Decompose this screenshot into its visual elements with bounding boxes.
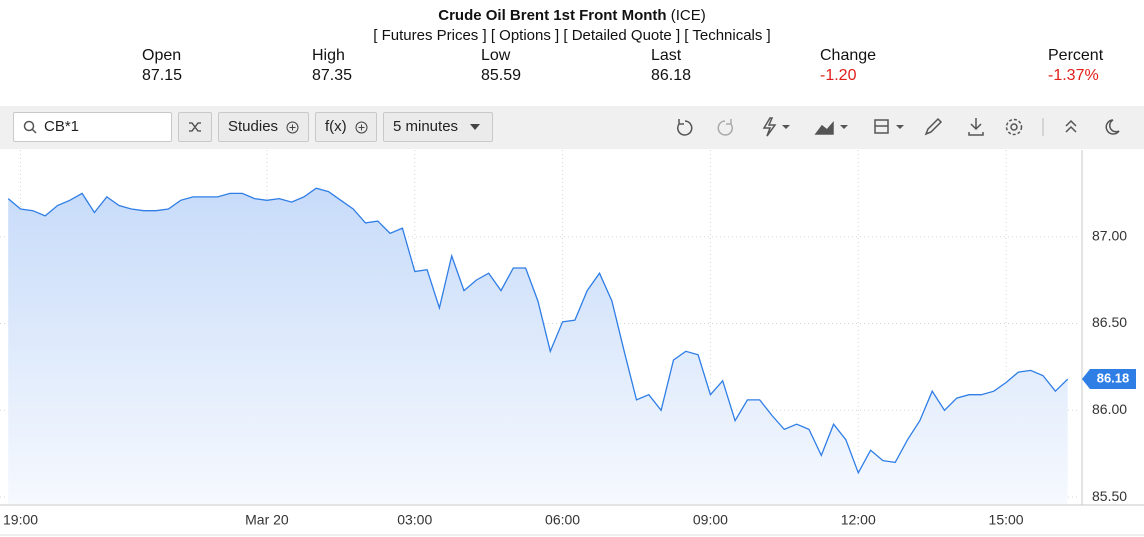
studies-button[interactable]: Studies [218,112,309,142]
y-tick-label: 86.50 [1092,314,1127,330]
y-tick-label: 85.50 [1092,488,1127,504]
exchange: (ICE) [670,7,706,24]
toolbar-icons [677,117,1120,137]
x-tick-label: 09:00 [693,512,728,528]
y-tick-label: 87.00 [1092,227,1127,243]
quote-value: 86.18 [651,67,692,84]
caret [470,124,480,130]
link[interactable]: [ Futures Prices ] [373,27,487,44]
links: [ Futures Prices ] [ Options ] [ Detaile… [0,27,1144,44]
quote-value: 85.59 [481,67,522,84]
studies: Studies [228,118,279,135]
price-line [7,187,1069,475]
title: Crude Oil Brent 1st Front Month [438,7,667,24]
area-fill [8,188,1068,504]
shuffle-icon [189,122,201,132]
draw[interactable] [924,117,943,136]
quote-value: 87.15 [142,67,183,84]
last-price-label: 86.18 [1097,370,1130,385]
last-price-badge [1082,369,1136,390]
fx-button[interactable]: f(x) [315,112,377,142]
quote-value: -1.37% [1048,67,1099,84]
download[interactable] [968,118,984,136]
symbol: CB*1 [44,118,80,135]
link[interactable]: [ Technicals ] [684,27,771,44]
chart: 85.50 86.00 86.50 87.00 19:00 Mar 20 03:00 06:0… [0,150,1144,536]
link[interactable]: [ Options ] [490,27,560,44]
collapse[interactable] [1065,119,1077,133]
dark-mode[interactable] [1105,119,1120,135]
quote-label: Last [651,47,682,64]
chart-type[interactable] [814,120,834,135]
y-tick-label: 86.00 [1092,401,1127,417]
events[interactable] [762,117,777,137]
compare-button[interactable] [178,112,212,142]
quote-label: High [312,47,345,64]
link[interactable]: [ Detailed Quote ] [563,27,681,44]
fx: f(x) [325,118,347,135]
undo[interactable] [677,119,693,136]
redo[interactable] [717,119,733,136]
quote-label: Low [481,47,511,64]
quote-label: Open [142,47,182,64]
quote-value: -1.20 [820,67,857,84]
symbol-input[interactable]: CB*1 [13,112,172,142]
quote-label: Change [820,47,877,64]
plus-icon [286,121,299,134]
settings[interactable] [1010,123,1018,131]
search-icon [23,120,37,134]
x-tick-label: 15:00 [989,512,1024,528]
interval-select[interactable]: 5 minutes [383,112,493,142]
header: Crude Oil Brent 1st Front Month (ICE) [0,7,1144,24]
x-tick-label: Mar 20 [245,512,289,528]
quote-value: 87.35 [312,67,353,84]
interval: 5 minutes [393,118,459,135]
quote-label: Percent [1048,47,1104,64]
x-tick-label: 03:00 [397,512,432,528]
x-tick-label: 19:00 [3,512,38,528]
x-tick-label: 12:00 [841,512,876,528]
plus-icon [355,121,368,134]
x-tick-label: 06:00 [545,512,580,528]
toolbar: CB*1 Studies f(x) 5 minutes [0,106,1144,149]
